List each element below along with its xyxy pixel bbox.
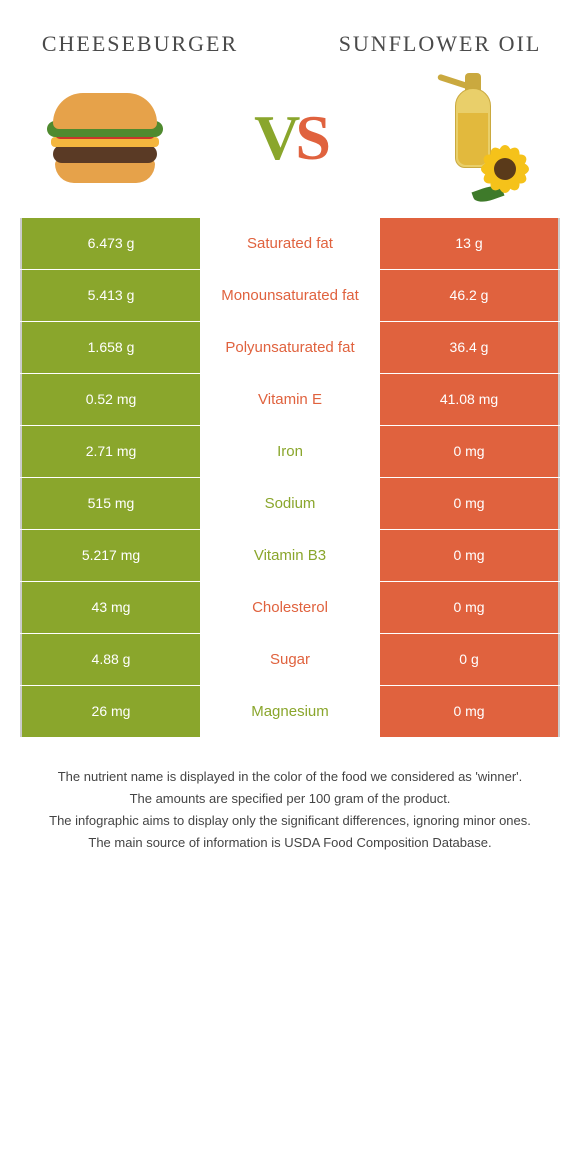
nutrient-label: Magnesium <box>200 686 380 737</box>
footer-notes: The nutrient name is displayed in the co… <box>40 768 540 853</box>
footer-line: The nutrient name is displayed in the co… <box>40 768 540 786</box>
left-value: 0.52 mg <box>20 374 200 425</box>
nutrient-label: Sodium <box>200 478 380 529</box>
table-row: 6.473 gSaturated fat13 g <box>20 218 560 270</box>
nutrient-label: Saturated fat <box>200 218 380 269</box>
title-right: Sunflower oil <box>330 30 550 58</box>
left-value: 6.473 g <box>20 218 200 269</box>
vs-label: VS <box>254 101 326 175</box>
table-row: 5.413 gMonounsaturated fat46.2 g <box>20 270 560 322</box>
table-row: 5.217 mgVitamin B30 mg <box>20 530 560 582</box>
nutrient-label: Sugar <box>200 634 380 685</box>
sunflower-oil-image <box>400 78 550 198</box>
vs-s: S <box>295 101 326 175</box>
left-value: 2.71 mg <box>20 426 200 477</box>
nutrient-label: Vitamin E <box>200 374 380 425</box>
right-value: 0 mg <box>380 426 560 477</box>
nutrient-label: Vitamin B3 <box>200 530 380 581</box>
right-value: 0 mg <box>380 478 560 529</box>
nutrient-label: Polyunsaturated fat <box>200 322 380 373</box>
left-value: 5.413 g <box>20 270 200 321</box>
right-value: 0 g <box>380 634 560 685</box>
image-row: VS <box>0 68 580 218</box>
table-row: 26 mgMagnesium0 mg <box>20 686 560 738</box>
table-row: 2.71 mgIron0 mg <box>20 426 560 478</box>
left-value: 1.658 g <box>20 322 200 373</box>
left-value: 4.88 g <box>20 634 200 685</box>
left-value: 5.217 mg <box>20 530 200 581</box>
nutrient-label: Cholesterol <box>200 582 380 633</box>
left-value: 26 mg <box>20 686 200 737</box>
table-row: 1.658 gPolyunsaturated fat36.4 g <box>20 322 560 374</box>
vs-v: V <box>254 101 295 175</box>
table-row: 0.52 mgVitamin E41.08 mg <box>20 374 560 426</box>
nutrient-label: Monounsaturated fat <box>200 270 380 321</box>
footer-line: The main source of information is USDA F… <box>40 834 540 852</box>
header-row: Cheeseburger Sunflower oil <box>0 0 580 68</box>
footer-line: The infographic aims to display only the… <box>40 812 540 830</box>
table-row: 4.88 gSugar0 g <box>20 634 560 686</box>
title-left: Cheeseburger <box>30 31 250 57</box>
footer-line: The amounts are specified per 100 gram o… <box>40 790 540 808</box>
table-row: 43 mgCholesterol0 mg <box>20 582 560 634</box>
left-value: 43 mg <box>20 582 200 633</box>
right-value: 46.2 g <box>380 270 560 321</box>
right-value: 13 g <box>380 218 560 269</box>
comparison-table: 6.473 gSaturated fat13 g5.413 gMonounsat… <box>20 218 560 738</box>
table-row: 515 mgSodium0 mg <box>20 478 560 530</box>
nutrient-label: Iron <box>200 426 380 477</box>
cheeseburger-image <box>30 78 180 198</box>
right-value: 41.08 mg <box>380 374 560 425</box>
left-value: 515 mg <box>20 478 200 529</box>
right-value: 0 mg <box>380 582 560 633</box>
right-value: 0 mg <box>380 530 560 581</box>
right-value: 36.4 g <box>380 322 560 373</box>
right-value: 0 mg <box>380 686 560 737</box>
